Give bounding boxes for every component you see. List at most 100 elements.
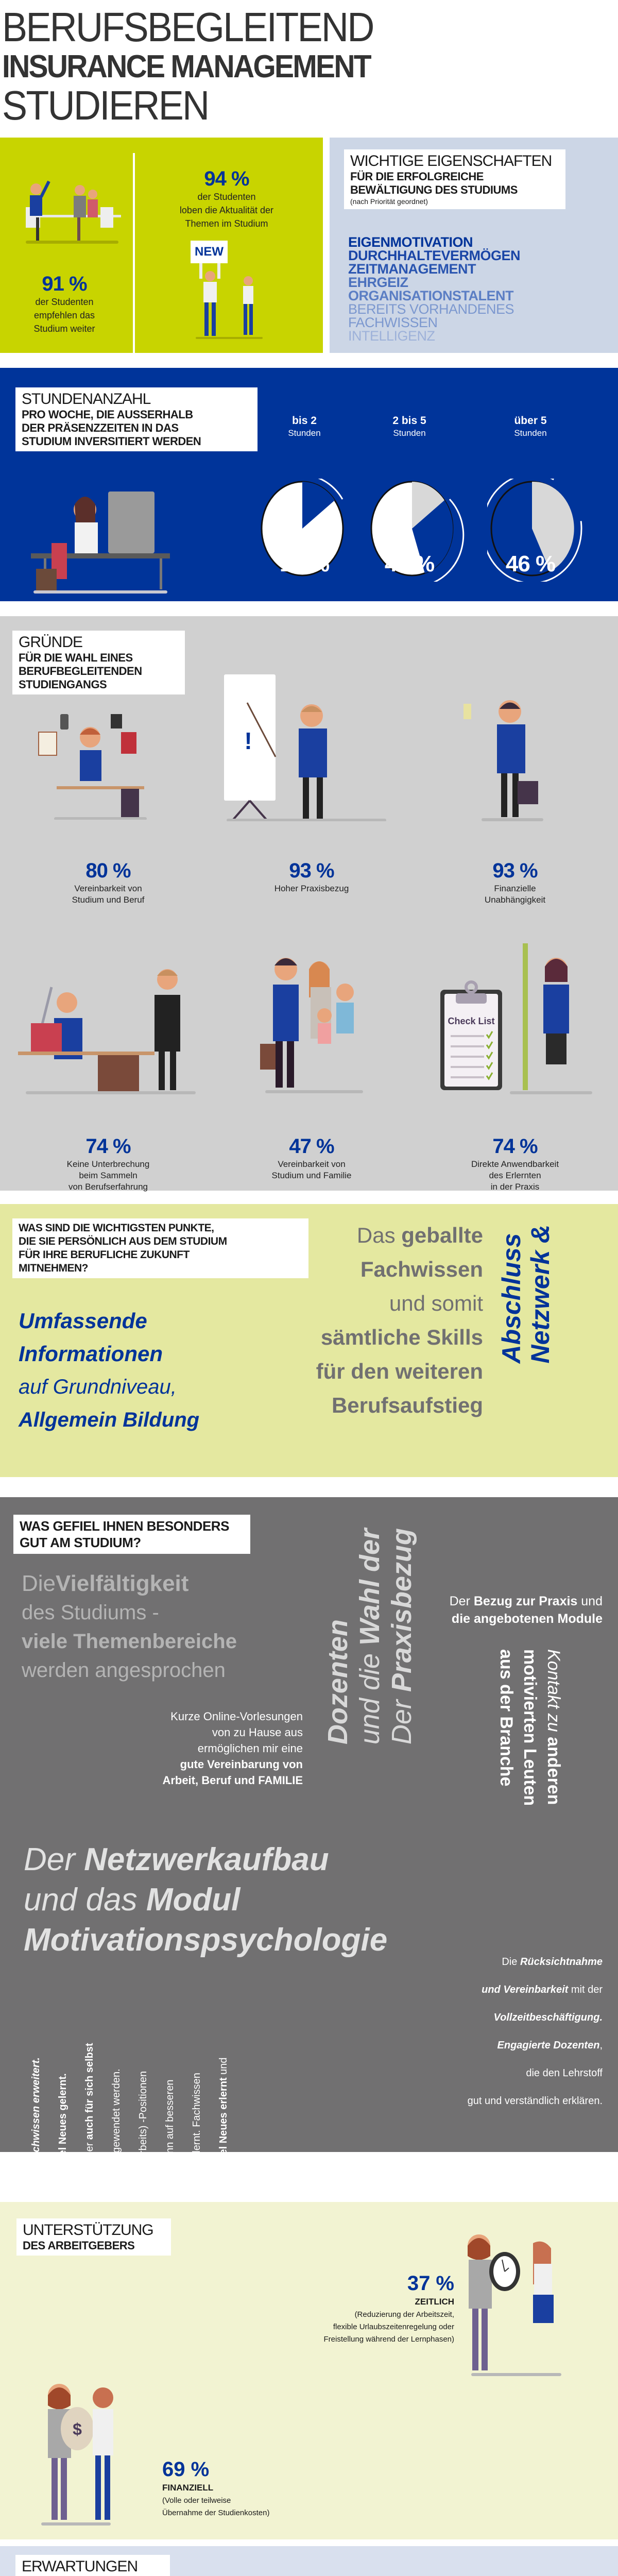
consideration-c: und Vereinbarkeit	[482, 1984, 569, 1995]
time-desc-3: Freistellung während der Lernphasen)	[323, 2335, 454, 2344]
learned-3: kann auf besseren	[164, 2079, 176, 2164]
clock-1-label: bis 2 Stunden	[268, 414, 340, 439]
title-line-3: STUDIEREN	[2, 82, 210, 128]
learned-vertical-text: Fachwissen erweitert. viel Neues gelernt…	[23, 1989, 237, 2164]
consideration-b: Rücksichtnahme	[520, 1956, 603, 1968]
property-item: ZEITMANAGEMENT	[348, 261, 476, 277]
expectations-heading-light: ERWARTUNGEN	[22, 2558, 138, 2575]
praxis-vertical-text: Dozenten und die Wahl der Der Praxisbezu…	[322, 1528, 418, 1744]
praxis-und-die: und die	[354, 1653, 385, 1745]
divider	[133, 153, 135, 353]
property-item: EIGENMOTIVATION	[348, 234, 473, 250]
svg-text:!: !	[244, 727, 252, 754]
reason-percentage: 74 %	[85, 1135, 131, 1158]
clock-1-icon	[261, 479, 344, 577]
praxis-wahl-der: Wahl der	[354, 1528, 385, 1646]
reason-text: in der Praxis	[490, 1182, 540, 1192]
property-item: ORGANISATIONSTALENT	[348, 288, 514, 303]
online-2: von zu Hause aus	[212, 1726, 303, 1739]
property-item: EHRGEIZ	[348, 275, 408, 290]
consideration-5: die den Lehrstoff	[526, 2067, 603, 2079]
takeaway-middle-2: Fachwissen	[360, 1257, 483, 1281]
vertical-abschluss: Abschluss	[497, 1233, 526, 1364]
online-3: ermöglichen mir eine	[197, 1742, 303, 1755]
bezug-a: Der	[449, 1594, 470, 1608]
network-text: Der Netzwerkaufbau und das Modul Motivat…	[24, 1840, 387, 1960]
family-icon	[260, 958, 363, 1093]
learned-6b: auch für sich selbst	[84, 2043, 95, 2140]
reason-text: Unabhängigkeit	[484, 895, 546, 905]
variety-2: des Studiums -	[22, 1601, 159, 1624]
takeaway-left-1: Umfassende	[19, 1309, 147, 1333]
reason-text: Hoher Praxisbezug	[274, 884, 349, 893]
takeaway-left-3: auf Grundniveau,	[19, 1376, 177, 1398]
time-label: ZEITLICH	[415, 2297, 455, 2307]
hours-heading-light: STUNDENANZAHL	[22, 391, 151, 408]
recommend-text-3: Studium weiter	[33, 324, 95, 334]
reason-percentage: 80 %	[85, 859, 131, 882]
variety-3: viele Themenbereiche	[22, 1630, 237, 1653]
hours-panel: STUNDENANZAHL PRO WOCHE, DIE AUSSERHALB …	[0, 368, 618, 601]
hours-heading-bold-3: STUDIUM INVERSITIERT WERDEN	[22, 435, 201, 448]
properties-heading-bold-2: BEWÄLTIGUNG DES STUDIUMS	[350, 183, 518, 196]
takeaways-heading-1: WAS SIND DIE WICHTIGSTEN PUNKTE,	[19, 1222, 214, 1234]
learned-7: viel Neues gelernt.	[57, 2073, 68, 2164]
reason-text: Vereinbarkeit von	[74, 884, 142, 893]
svg-text:Check List: Check List	[448, 1016, 494, 1026]
reason-item: 74 % Direkte Anwendbarkeit des Erlernten…	[438, 1134, 592, 1193]
clock-3-label: über 5 Stunden	[494, 414, 566, 439]
reason-item: 74 % Keine Unterbrechung beim Sammeln vo…	[31, 1134, 185, 1193]
clock-1-range: bis 2	[292, 415, 317, 427]
man-with-money-bag-icon: $	[41, 2384, 113, 2526]
variety-b: Vielfältigkeit	[56, 1571, 189, 1596]
presenter-whiteboard-icon: !	[224, 674, 386, 821]
liked-heading-2: GUT AM STUDIUM?	[20, 1535, 141, 1550]
consideration-6: gut und verständlich erklären.	[467, 2095, 603, 2107]
reason-text: von Berufserfahrung	[68, 1182, 148, 1192]
takeaway-left-2: Informationen	[19, 1342, 163, 1366]
reasons-panel: GRÜNDE FÜR DIE WAHL EINES BERUFBEGLEITEN…	[0, 616, 618, 1193]
takeaway-middle-6: Berufsaufstieg	[331, 1393, 483, 1417]
reason-text: Finanzielle	[494, 884, 536, 893]
kontakt-a: Kontakt zu	[544, 1649, 563, 1732]
reason-text: Studium und Familie	[271, 1171, 352, 1180]
learned-8: Fachwissen erweitert.	[30, 2057, 42, 2164]
consideration-text: Die Rücksichtnahme und Vereinbarkeit mit…	[468, 1948, 603, 2115]
online-text: Kurze Online-Vorlesungen von zu Hause au…	[72, 1708, 303, 1788]
money-support: 69 % FINANZIELL (Volle oder teilweise Üb…	[162, 2458, 269, 2519]
clock-1-unit: Stunden	[288, 428, 321, 438]
kontakt-b: anderen	[544, 1737, 563, 1805]
time-desc-2: flexible Urlaubszeitenregelung oder	[333, 2323, 454, 2331]
reasons-heading-bold-1: FÜR DIE WAHL EINES	[19, 651, 133, 664]
topical-text-1: der Studenten	[197, 192, 256, 202]
svg-text:$: $	[73, 2420, 82, 2438]
online-4: gute Vereinbarung von	[180, 1758, 303, 1771]
consideration-4a: Engagierte Dozenten	[497, 2040, 600, 2051]
learned-1b: und	[218, 2057, 229, 2078]
takeaway-middle-1a: Das	[356, 1223, 396, 1247]
employer-heading: UNTERSTÜTZUNG DES ARBEITGEBERS	[16, 2218, 171, 2256]
clock-2-range: 2 bis 5	[392, 415, 426, 427]
clock-3-unit: Stunden	[514, 428, 547, 438]
reason-item: 93 % Finanzielle Unabhängigkeit	[438, 858, 592, 906]
man-with-money-icon	[464, 700, 543, 821]
woman-at-computer-icon	[31, 492, 170, 594]
netzwerk-vertical-text: Abschluss Netzwerk &	[497, 1225, 555, 1364]
takeaway-left: Umfassende Informationen auf Grundniveau…	[19, 1304, 199, 1436]
learned-6a: Aber	[84, 2140, 95, 2164]
multitasking-man-icon	[38, 714, 147, 820]
people-holding-sign-icon	[196, 263, 263, 339]
takeaway-middle-4: sämtliche Skills	[320, 1325, 483, 1349]
liked-heading-1: WAS GEFIEL IHNEN BESONDERS	[20, 1518, 229, 1534]
kontakt-vertical-text: Kontakt zu anderen motivierten Leuten au…	[494, 1649, 565, 1806]
learned-2: gelernt. Fachwissen	[191, 2073, 202, 2164]
reasons-heading-bold-3: STUDIENGANGS	[19, 678, 107, 691]
hours-heading-bold-2: DER PRÄSENZZEITEN IN DAS	[22, 421, 179, 434]
man-with-clock-icon	[468, 2234, 561, 2376]
network-b: Netzwerkaufbau	[84, 1842, 329, 1877]
clock-2-icon	[370, 481, 465, 582]
reason-text: Studium und Beruf	[72, 895, 145, 905]
reason-text: beim Sammeln	[79, 1171, 138, 1180]
network-d: Modul	[146, 1882, 241, 1918]
bezug-text: Der Bezug zur Praxis und die angebotenen…	[450, 1592, 603, 1628]
